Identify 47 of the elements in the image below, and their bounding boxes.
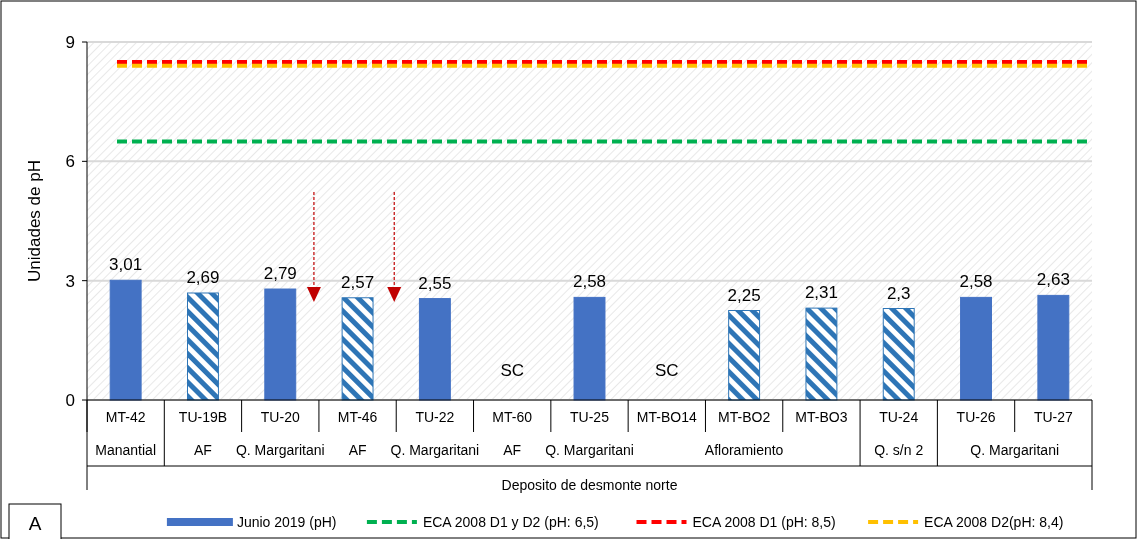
y-tick-label: 6 bbox=[65, 152, 75, 172]
text: AF bbox=[194, 442, 212, 458]
y-tick-label: 3 bbox=[65, 271, 75, 291]
text: AF bbox=[348, 442, 367, 458]
data-label: 2,63 bbox=[1036, 270, 1070, 290]
text: Deposito de desmonte norte bbox=[501, 477, 678, 493]
x-tick-label: MT-BO14 bbox=[636, 409, 697, 425]
data-label: 2,58 bbox=[959, 272, 993, 292]
x-tick-label: TU-27 bbox=[1033, 409, 1073, 425]
text: Manantial bbox=[95, 442, 157, 458]
y-tick-label: 0 bbox=[65, 390, 75, 410]
annotation: SC bbox=[655, 361, 679, 380]
text: Q. Margaritani bbox=[390, 442, 480, 458]
x-tick-label: TU-20 bbox=[260, 409, 300, 425]
x-tick-label: TU-25 bbox=[570, 409, 610, 425]
text: Q. Margaritani bbox=[970, 442, 1060, 458]
x-tick-label: MT-BO3 bbox=[795, 409, 848, 425]
data-label: 2,55 bbox=[418, 273, 452, 293]
data-label: 2,3 bbox=[886, 283, 911, 303]
data-label: 2,79 bbox=[263, 264, 297, 284]
data-label: 2,58 bbox=[572, 272, 607, 292]
legend-label: ECA 2008 D2(pH: 8,4) bbox=[924, 514, 1064, 530]
data-label: 2,57 bbox=[341, 272, 375, 292]
x-tick-label: TU-19B bbox=[178, 409, 228, 425]
legend-label: ECA 2008 D1 (pH: 8,5) bbox=[692, 514, 836, 530]
x-tick-label: TU-24 bbox=[879, 409, 919, 425]
data-label: 2,31 bbox=[804, 283, 838, 303]
text: AF bbox=[503, 442, 522, 458]
legend-label: Junio 2019 (pH) bbox=[236, 514, 337, 530]
x-tick-label: MT-BO2 bbox=[718, 409, 771, 425]
y-axis-title: Unidades de pH bbox=[25, 160, 44, 282]
text: A bbox=[28, 513, 42, 534]
x-tick-label: MT-60 bbox=[492, 409, 533, 425]
data-label: 2,25 bbox=[727, 285, 761, 305]
legend-label: ECA 2008 D1 y D2 (pH: 6,5) bbox=[422, 514, 599, 530]
annotation: SC bbox=[500, 361, 524, 380]
x-tick-label: MT-46 bbox=[337, 409, 378, 425]
text: Q. s/n 2 bbox=[874, 442, 924, 458]
x-tick-label: TU-22 bbox=[415, 409, 455, 425]
x-tick-label: TU-26 bbox=[956, 409, 996, 425]
text: Q. Margaritani bbox=[235, 442, 325, 458]
x-tick-label: MT-42 bbox=[105, 409, 146, 425]
data-label: 2,69 bbox=[186, 268, 220, 287]
text: Q. Margaritani bbox=[545, 442, 634, 458]
text: Afloramiento bbox=[704, 442, 784, 458]
data-label: 3,01 bbox=[109, 255, 143, 275]
y-tick-label: 9 bbox=[65, 32, 75, 52]
